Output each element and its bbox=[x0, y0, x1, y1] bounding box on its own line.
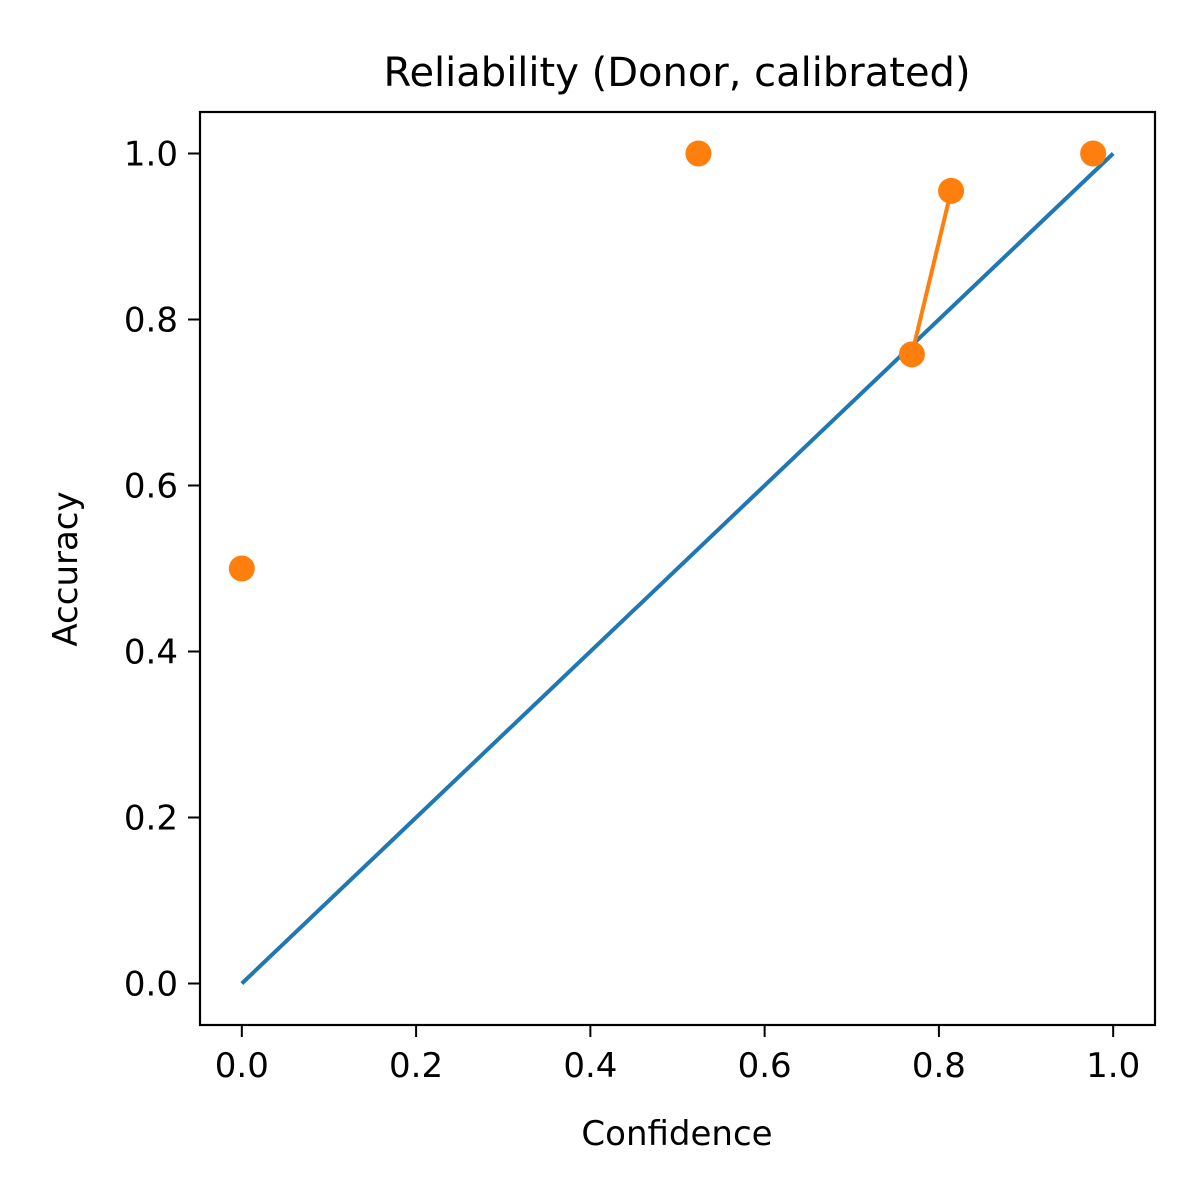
y-tick-label: 0.8 bbox=[124, 301, 178, 341]
x-tick-label: 0.2 bbox=[389, 1046, 443, 1086]
x-tick-label: 1.0 bbox=[1086, 1046, 1140, 1086]
calibration-point bbox=[938, 177, 965, 204]
axis-ticks: 0.0 0.2 0.4 0.6 0.8 1.0 0.0 0.2 0.4 0.6 0.8 1.0 bbox=[124, 135, 1140, 1087]
y-tick-label: 0.6 bbox=[124, 467, 178, 507]
x-tick-label: 0.4 bbox=[563, 1046, 617, 1086]
calibration-line-segment bbox=[909, 190, 954, 355]
y-axis-label: Accuracy bbox=[46, 491, 86, 646]
x-tick-label: 0.0 bbox=[215, 1046, 269, 1086]
y-tick-label: 0.2 bbox=[124, 799, 178, 839]
y-tick-label: 0.0 bbox=[124, 965, 178, 1005]
calibration-point bbox=[685, 140, 712, 167]
calibration-point bbox=[1080, 140, 1107, 167]
x-tick-label: 0.8 bbox=[912, 1046, 966, 1086]
calibration-point bbox=[228, 555, 255, 582]
x-axis-label: Confidence bbox=[581, 1114, 772, 1154]
plot-series bbox=[228, 140, 1115, 985]
y-tick-label: 1.0 bbox=[124, 135, 178, 175]
axes-frame bbox=[198, 110, 1157, 1027]
x-tick-label: 0.6 bbox=[738, 1046, 792, 1086]
y-tick-label: 0.4 bbox=[124, 633, 178, 673]
chart-title: Reliability (Donor, calibrated) bbox=[383, 50, 970, 96]
calibration-point bbox=[898, 341, 925, 368]
diagonal-reference-line bbox=[240, 152, 1115, 985]
